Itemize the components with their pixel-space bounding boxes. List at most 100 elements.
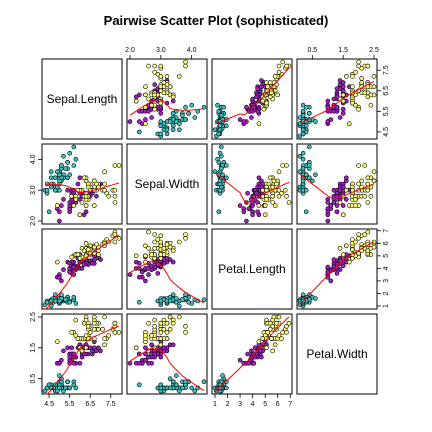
data-point — [158, 131, 164, 137]
data-point — [143, 345, 148, 351]
data-point — [152, 239, 157, 245]
data-point — [46, 209, 52, 215]
data-point — [143, 243, 148, 249]
data-point — [170, 259, 176, 265]
data-point — [79, 348, 85, 354]
tick-label: 1.5 — [30, 343, 37, 353]
data-point — [61, 154, 66, 159]
data-point — [224, 175, 229, 181]
panel-frame — [41, 143, 123, 225]
data-point — [152, 232, 157, 237]
data-point — [267, 94, 273, 100]
data-point — [94, 181, 99, 187]
data-point — [137, 92, 142, 98]
data-point — [158, 84, 164, 89]
data-point — [343, 197, 349, 202]
data-point — [371, 74, 377, 79]
tick-label: 4.5 — [44, 401, 54, 408]
data-point — [90, 261, 95, 266]
data-point — [356, 107, 361, 112]
data-point — [152, 323, 157, 329]
data-point — [170, 248, 176, 254]
data-point — [300, 178, 306, 184]
data-point — [87, 330, 93, 335]
data-point — [183, 330, 188, 335]
data-point — [71, 163, 77, 168]
panel-frame — [296, 143, 378, 225]
data-point — [170, 292, 176, 298]
data-point — [276, 70, 282, 75]
data-point — [65, 379, 70, 385]
data-point — [340, 212, 346, 218]
data-point — [69, 330, 74, 335]
data-point — [112, 163, 118, 168]
data-point — [306, 111, 312, 116]
data-point — [353, 70, 358, 75]
data-point — [276, 333, 282, 338]
data-point — [267, 320, 273, 326]
data-point — [216, 209, 222, 215]
data-point — [217, 150, 223, 156]
data-point — [186, 299, 191, 305]
data-point — [158, 239, 164, 245]
data-point — [189, 385, 194, 391]
data-point — [75, 181, 81, 187]
data-point — [65, 160, 70, 165]
data-point — [63, 297, 68, 303]
data-point — [158, 252, 164, 257]
data-point — [280, 163, 286, 168]
panel-frame — [41, 58, 123, 140]
data-point — [180, 385, 185, 391]
data-point — [365, 94, 371, 100]
data-point — [353, 92, 358, 98]
data-point — [54, 259, 60, 265]
data-point — [340, 252, 346, 257]
data-point — [100, 326, 105, 332]
data-point — [155, 271, 161, 276]
data-point — [331, 257, 337, 262]
data-point — [219, 113, 224, 118]
data-point — [256, 203, 262, 208]
data-point — [52, 175, 58, 181]
data-point — [264, 197, 269, 202]
data-point — [81, 351, 87, 357]
data-point — [167, 376, 173, 382]
data-point — [102, 187, 107, 193]
data-point — [79, 354, 85, 360]
data-point — [220, 373, 225, 378]
data-point — [356, 163, 361, 168]
data-point — [44, 187, 50, 193]
data-point — [337, 115, 343, 120]
data-point — [112, 194, 118, 199]
data-point — [81, 248, 87, 254]
data-point — [127, 272, 133, 277]
data-point — [75, 336, 81, 341]
data-point — [177, 303, 182, 309]
data-point — [137, 274, 142, 280]
data-point — [279, 191, 284, 196]
data-point — [83, 203, 89, 208]
data-point — [224, 123, 229, 128]
data-point — [325, 269, 331, 275]
tick-label: 3.0 — [156, 47, 166, 54]
data-point — [137, 261, 142, 266]
data-point — [140, 269, 145, 275]
data-point — [146, 63, 151, 69]
data-point — [155, 237, 161, 242]
data-point — [71, 382, 77, 388]
data-point — [262, 203, 268, 208]
data-point — [340, 111, 346, 116]
tick-label: 2.5 — [369, 47, 379, 54]
data-point — [75, 252, 81, 257]
panel-Sepal.Width-vs-Sepal.Length — [41, 143, 123, 225]
panel-Sepal.Width-vs-Petal.Width — [296, 143, 378, 225]
data-point — [143, 117, 148, 122]
data-point — [149, 333, 154, 338]
data-point — [96, 252, 101, 257]
data-point — [161, 246, 167, 251]
tick-label: 7.5 — [106, 401, 116, 408]
data-point — [343, 74, 349, 79]
data-point — [353, 239, 358, 245]
data-point — [180, 297, 185, 303]
data-point — [161, 345, 167, 351]
